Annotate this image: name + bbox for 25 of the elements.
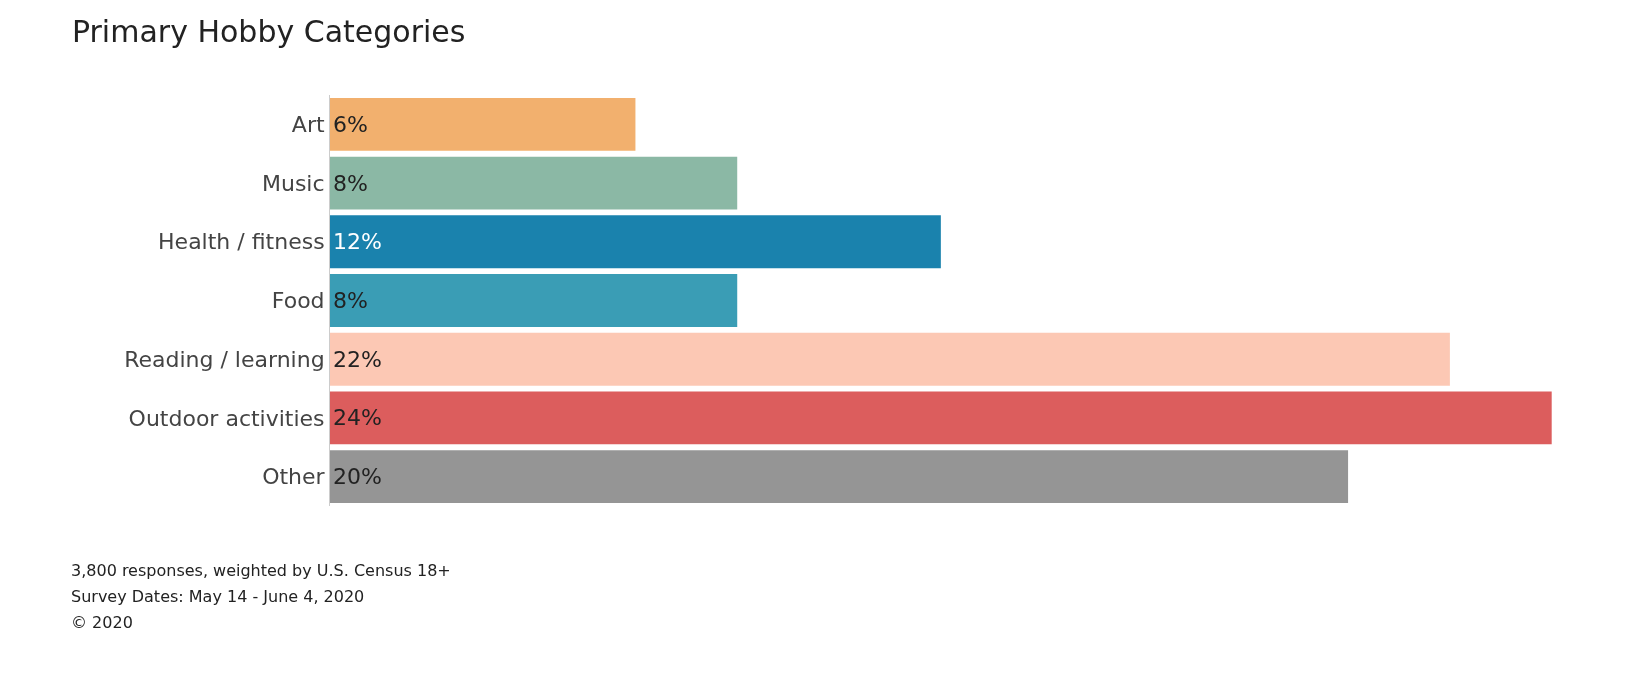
data-label: 6% bbox=[333, 111, 368, 137]
data-label: 12% bbox=[333, 229, 382, 255]
y-tick-label: Food bbox=[271, 288, 325, 314]
y-tick-label: Art bbox=[291, 112, 325, 138]
bar bbox=[330, 450, 1349, 504]
text: 3,800 responses, weighted by U.S. Census 18+ bbox=[71, 561, 451, 580]
chart-title: Primary Hobby Categories bbox=[71, 13, 466, 49]
text: © 2020 bbox=[71, 613, 133, 632]
bar bbox=[330, 215, 941, 269]
data-label: 24% bbox=[333, 405, 382, 431]
data-label: 20% bbox=[333, 464, 382, 490]
text: Survey Dates: May 14 - June 4, 2020 bbox=[71, 587, 365, 606]
bar bbox=[330, 97, 636, 151]
data-label: 8% bbox=[333, 288, 368, 313]
y-tick-label: Reading / learning bbox=[124, 346, 325, 372]
bar bbox=[330, 156, 738, 210]
bar bbox=[330, 274, 738, 327]
y-tick-label: Outdoor activities bbox=[128, 405, 325, 431]
data-label: 8% bbox=[333, 170, 368, 196]
y-tick-label: Health / fitness bbox=[158, 229, 325, 255]
y-tick-label: Other bbox=[262, 464, 326, 490]
bar bbox=[330, 391, 1552, 445]
y-tick-label: Music bbox=[261, 170, 325, 196]
bar bbox=[330, 332, 1450, 386]
data-label: 22% bbox=[333, 346, 382, 372]
